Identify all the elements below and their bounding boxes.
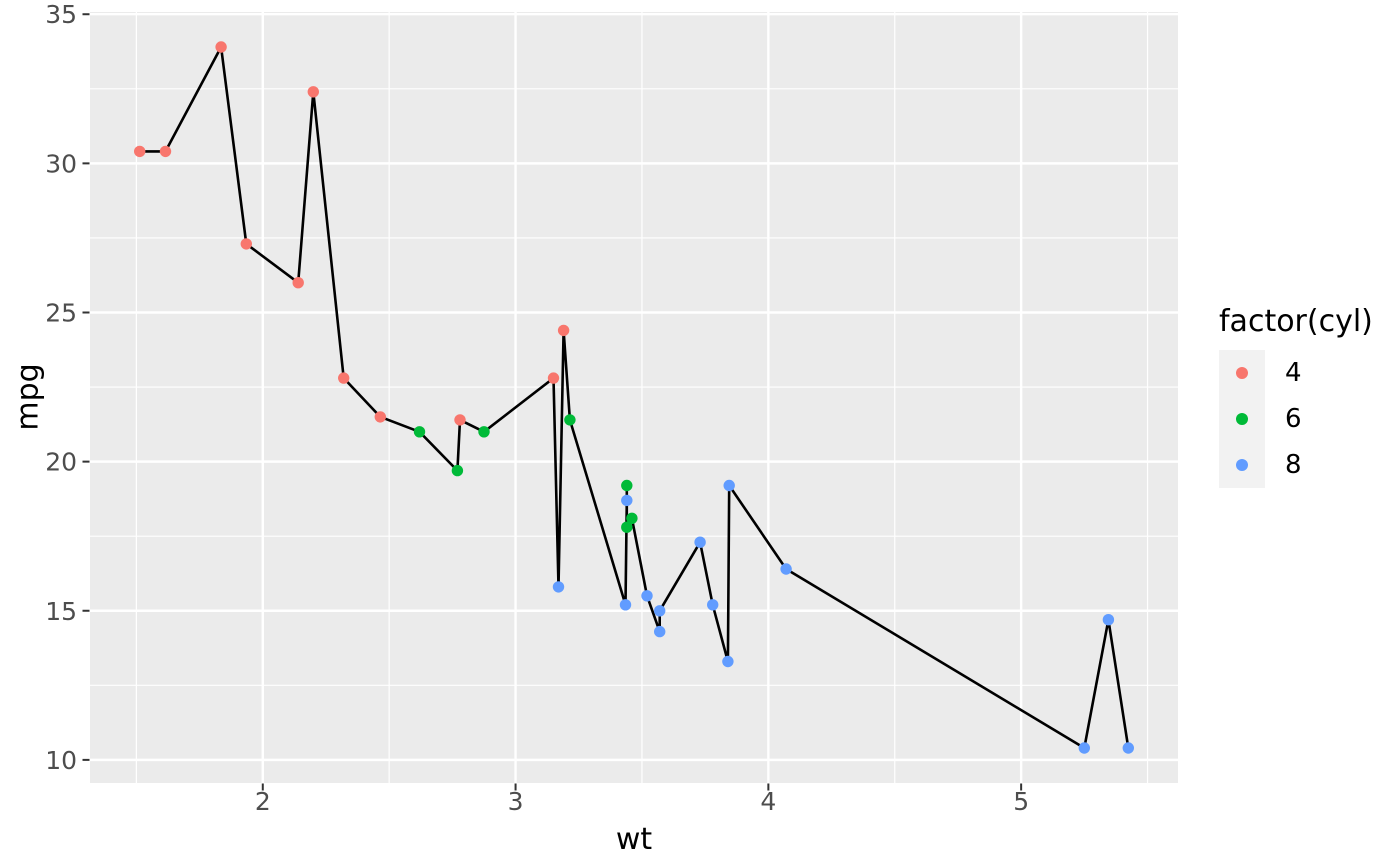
data-point-cyl8 [621, 494, 633, 507]
data-point-cyl4 [240, 238, 252, 250]
legend-key [1219, 350, 1265, 396]
x-tick-label: 2 [255, 787, 271, 816]
x-tick-label: 4 [760, 787, 776, 816]
data-point-cyl8 [654, 625, 666, 638]
data-point-cyl4 [454, 414, 466, 426]
data-point-cyl6 [621, 479, 633, 492]
x-axis-title: wt [615, 822, 653, 857]
data-point-cyl6 [478, 426, 490, 438]
legend-label: 8 [1285, 450, 1302, 480]
legend-label: 4 [1285, 358, 1302, 388]
y-axis-title: mpg [10, 363, 46, 431]
data-point-cyl8 [552, 581, 565, 593]
legend-point-icon [1236, 413, 1248, 425]
legend-label: 6 [1285, 404, 1302, 434]
y-tick-label: 10 [45, 746, 77, 775]
data-point-cyl4 [159, 145, 172, 158]
data-point-cyl8 [1122, 742, 1135, 754]
y-tick-label: 35 [45, 0, 77, 29]
y-tick-label: 30 [45, 149, 77, 178]
data-point-cyl8 [1102, 614, 1115, 626]
legend-title: factor(cyl) [1219, 304, 1373, 339]
data-point-cyl8 [707, 599, 719, 611]
legend-item-4: 4 [1219, 350, 1373, 396]
data-point-cyl8 [723, 479, 735, 492]
data-point-cyl6 [451, 464, 464, 477]
data-point-cyl6 [621, 521, 633, 533]
legend-point-icon [1236, 367, 1248, 379]
legend-point-icon [1236, 459, 1248, 471]
data-point-cyl8 [1078, 742, 1091, 754]
data-point-cyl8 [694, 536, 706, 548]
data-point-cyl8 [780, 563, 792, 575]
data-point-cyl4 [338, 372, 350, 384]
data-line [139, 45, 1130, 750]
x-tick-label: 3 [508, 787, 524, 816]
legend-key [1219, 442, 1265, 488]
legend-item-6: 6 [1219, 396, 1373, 442]
data-point-cyl4 [547, 372, 560, 384]
data-point-cyl4 [215, 41, 227, 53]
legend-key [1219, 396, 1265, 442]
legend-items: 4 6 8 [1219, 350, 1373, 488]
y-tick-label: 20 [45, 448, 77, 477]
data-point-cyl4 [307, 86, 319, 98]
data-point-cyl4 [292, 277, 304, 289]
data-point-cyl6 [626, 512, 638, 524]
data-point-cyl6 [413, 426, 426, 438]
legend-item-8: 8 [1219, 442, 1373, 488]
data-point-cyl6 [564, 414, 576, 426]
panel-background [90, 12, 1178, 783]
data-point-cyl8 [654, 605, 666, 617]
data-point-cyl4 [557, 324, 570, 337]
y-tick-label: 15 [45, 597, 77, 626]
data-point-cyl4 [374, 411, 386, 423]
data-point-cyl4 [134, 145, 146, 158]
data-point-cyl8 [641, 590, 653, 602]
legend: factor(cyl) 4 6 8 [1219, 303, 1373, 488]
data-point-cyl8 [619, 599, 632, 611]
x-tick-label: 5 [1013, 787, 1029, 816]
data-point-cyl8 [722, 655, 734, 668]
y-tick-label: 25 [45, 298, 77, 327]
